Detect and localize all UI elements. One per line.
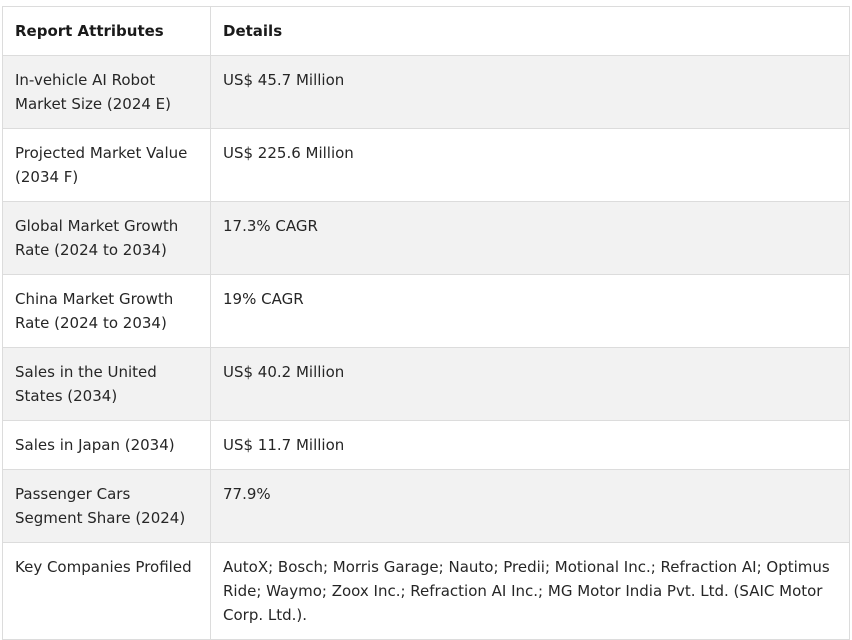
table-row: Passenger Cars Segment Share (2024) 77.9… xyxy=(2,469,850,543)
attribute-cell: Passenger Cars Segment Share (2024) xyxy=(2,469,211,543)
table-row: Projected Market Value (2034 F) US$ 225.… xyxy=(2,128,850,202)
detail-cell: US$ 225.6 Million xyxy=(210,128,850,202)
header-details: Details xyxy=(210,6,850,56)
detail-cell: AutoX; Bosch; Morris Garage; Nauto; Pred… xyxy=(210,542,850,640)
table-row: Sales in Japan (2034) US$ 11.7 Million xyxy=(2,420,850,470)
detail-cell: 17.3% CAGR xyxy=(210,201,850,275)
detail-cell: 77.9% xyxy=(210,469,850,543)
attribute-cell: China Market Growth Rate (2024 to 2034) xyxy=(2,274,211,348)
attribute-cell: In-vehicle AI Robot Market Size (2024 E) xyxy=(2,55,211,129)
attribute-cell: Projected Market Value (2034 F) xyxy=(2,128,211,202)
header-report-attributes: Report Attributes xyxy=(2,6,211,56)
report-attributes-table-container: Report Attributes Details In-vehicle AI … xyxy=(2,6,850,640)
table-header-row: Report Attributes Details xyxy=(2,6,850,56)
attribute-cell: Sales in Japan (2034) xyxy=(2,420,211,470)
detail-cell: 19% CAGR xyxy=(210,274,850,348)
table-row: Global Market Growth Rate (2024 to 2034)… xyxy=(2,201,850,275)
attribute-cell: Sales in the United States (2034) xyxy=(2,347,211,421)
attribute-cell: Key Companies Profiled xyxy=(2,542,211,640)
table-row: China Market Growth Rate (2024 to 2034) … xyxy=(2,274,850,348)
detail-cell: US$ 45.7 Million xyxy=(210,55,850,129)
table-row: In-vehicle AI Robot Market Size (2024 E)… xyxy=(2,55,850,129)
report-attributes-table: Report Attributes Details In-vehicle AI … xyxy=(2,6,850,640)
table-row: Key Companies Profiled AutoX; Bosch; Mor… xyxy=(2,542,850,640)
detail-cell: US$ 11.7 Million xyxy=(210,420,850,470)
attribute-cell: Global Market Growth Rate (2024 to 2034) xyxy=(2,201,211,275)
detail-cell: US$ 40.2 Million xyxy=(210,347,850,421)
table-row: Sales in the United States (2034) US$ 40… xyxy=(2,347,850,421)
